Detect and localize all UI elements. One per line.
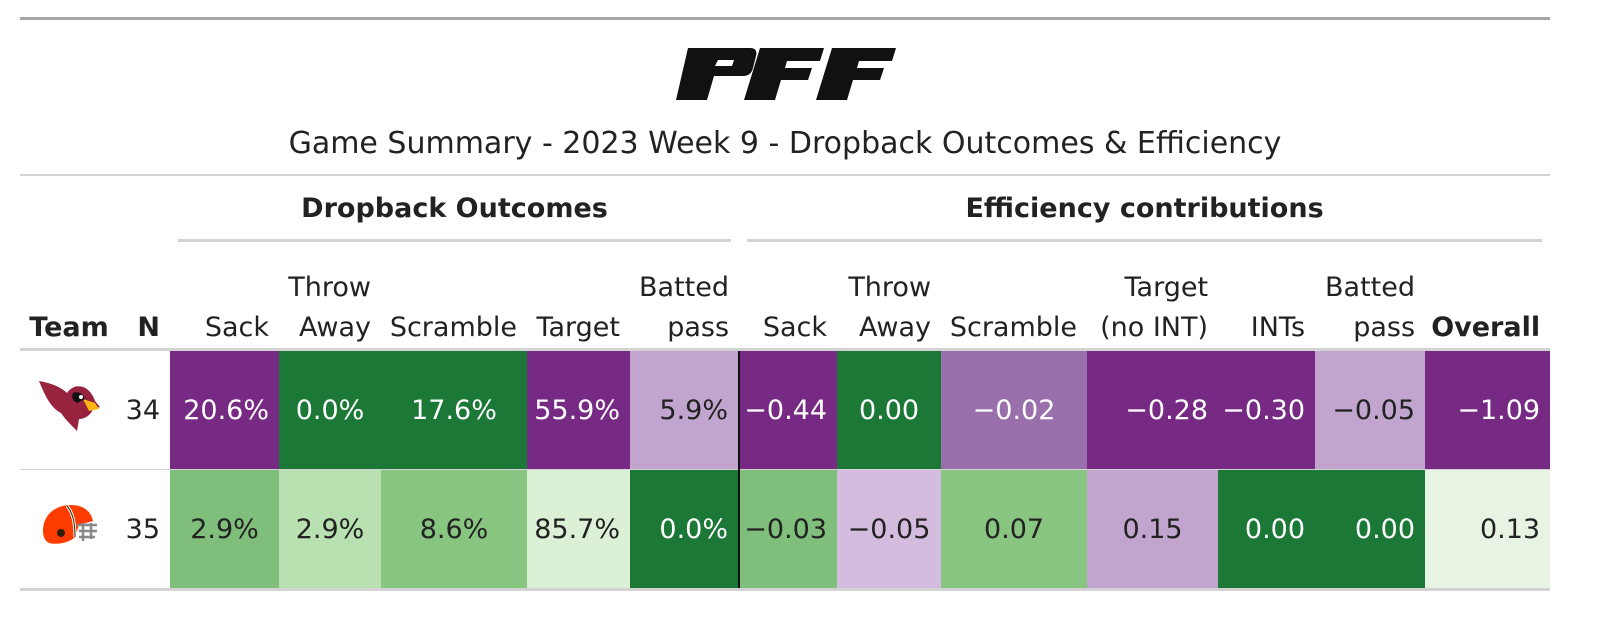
cell-dropback-batted-pass: 5.9% bbox=[630, 349, 740, 470]
col-eff-throw-away: Throw Away bbox=[837, 242, 942, 351]
team-logo-cell bbox=[20, 469, 118, 591]
cell-eff-scramble: 0.07 bbox=[941, 469, 1088, 591]
summary-table: Dropback Outcomes Efficiency contributio… bbox=[20, 176, 1551, 591]
cell-eff-throw-away: −0.05 bbox=[837, 469, 942, 591]
title-rule bbox=[20, 174, 1550, 176]
cell-dropback-batted-pass: 0.0% bbox=[630, 469, 740, 591]
cell-eff-overall: −1.09 bbox=[1425, 349, 1551, 470]
col-n: N bbox=[118, 242, 170, 351]
dropback-count: 35 bbox=[118, 469, 170, 591]
cell-dropback-target: 85.7% bbox=[527, 469, 630, 591]
col-eff-sack: Sack bbox=[739, 242, 838, 351]
col-dropback-sack: Sack bbox=[170, 242, 279, 351]
col-dropback-throw-away: Throw Away bbox=[279, 242, 381, 351]
cell-dropback-scramble: 17.6% bbox=[381, 349, 527, 470]
cell-eff-ints: 0.00 bbox=[1218, 469, 1316, 591]
spanner-dropback-outcomes: Dropback Outcomes bbox=[170, 176, 739, 242]
table-row-browns: 35 2.9% 2.9% 8.6% 85.7% 0.0% −0.03 −0.05… bbox=[20, 469, 1551, 591]
col-team: Team bbox=[20, 242, 118, 351]
col-dropback-scramble: Scramble bbox=[381, 242, 527, 351]
cell-eff-batted-pass: 0.00 bbox=[1315, 469, 1426, 591]
col-eff-overall: Overall bbox=[1425, 242, 1551, 351]
cell-eff-target-no-int: −0.28 bbox=[1087, 349, 1219, 470]
cell-eff-sack: −0.03 bbox=[738, 469, 838, 591]
top-rule bbox=[20, 17, 1550, 20]
col-dropback-batted-pass: Batted pass bbox=[630, 242, 740, 351]
cardinals-logo-icon bbox=[39, 380, 100, 431]
browns-helmet-icon bbox=[43, 504, 97, 544]
cell-eff-batted-pass: −0.05 bbox=[1315, 349, 1426, 470]
col-eff-target-no-int: Target (no INT) bbox=[1087, 242, 1219, 351]
cell-eff-throw-away: 0.00 bbox=[837, 349, 942, 470]
cell-dropback-scramble: 8.6% bbox=[381, 469, 527, 591]
spanner-row: Dropback Outcomes Efficiency contributio… bbox=[20, 176, 1550, 242]
cell-dropback-throw-away: 2.9% bbox=[279, 469, 381, 591]
team-logo-cell bbox=[20, 349, 118, 470]
col-dropback-target: Target bbox=[527, 242, 630, 351]
col-eff-scramble: Scramble bbox=[941, 242, 1088, 351]
col-eff-batted-pass: Batted pass bbox=[1315, 242, 1426, 351]
cell-eff-scramble: −0.02 bbox=[941, 349, 1088, 470]
cell-eff-target-no-int: 0.15 bbox=[1087, 469, 1219, 591]
cell-dropback-target: 55.9% bbox=[527, 349, 630, 470]
cell-dropback-sack: 20.6% bbox=[170, 349, 279, 470]
col-eff-ints: INTs bbox=[1218, 242, 1316, 351]
cell-eff-ints: −0.30 bbox=[1218, 349, 1316, 470]
dropback-count: 34 bbox=[118, 349, 170, 470]
table-row-cardinals: 34 20.6% 0.0% 17.6% 55.9% 5.9% −0.44 0.0… bbox=[20, 349, 1551, 470]
cell-eff-overall: 0.13 bbox=[1425, 469, 1551, 591]
pff-logo bbox=[20, 20, 1550, 124]
page-title: Game Summary - 2023 Week 9 - Dropback Ou… bbox=[288, 126, 1282, 161]
cell-dropback-throw-away: 0.0% bbox=[279, 349, 381, 470]
pff-logo-icon bbox=[676, 48, 896, 100]
summary-panel: Game Summary - 2023 Week 9 - Dropback Ou… bbox=[20, 17, 1551, 591]
cell-dropback-sack: 2.9% bbox=[170, 469, 279, 591]
cell-eff-sack: −0.44 bbox=[738, 349, 838, 470]
spanner-efficiency-contributions: Efficiency contributions bbox=[739, 176, 1550, 242]
column-header-row: Team N Sack Throw Away Scramble Target Ba… bbox=[20, 242, 1551, 351]
